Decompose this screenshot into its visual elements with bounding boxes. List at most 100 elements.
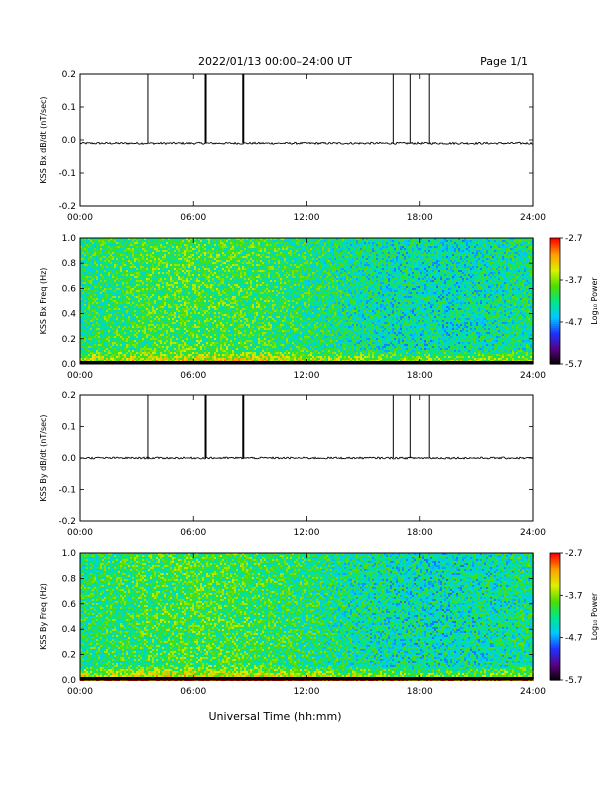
spectrogram-cell bbox=[100, 238, 102, 240]
spectrogram-cell bbox=[430, 238, 432, 240]
spectrogram-cell bbox=[212, 268, 214, 270]
spectrogram-cell bbox=[190, 250, 192, 252]
spectrogram-cell bbox=[428, 264, 430, 266]
spectrogram-cell bbox=[190, 272, 192, 274]
spectrogram-cell bbox=[82, 278, 84, 280]
spectrogram-cell bbox=[292, 242, 294, 244]
spectrogram-cell bbox=[264, 264, 266, 266]
spectrogram-cell bbox=[248, 258, 250, 260]
spectrogram-cell bbox=[206, 268, 208, 270]
spectrogram-cell bbox=[110, 264, 112, 266]
spectrogram-cell bbox=[164, 262, 166, 264]
spectrogram-cell bbox=[120, 254, 122, 256]
spectrogram-cell bbox=[104, 268, 106, 270]
spectrogram-cell bbox=[400, 256, 402, 258]
spectrogram-cell bbox=[162, 254, 164, 256]
spectrogram-cell bbox=[354, 240, 356, 242]
spectrogram-cell bbox=[96, 270, 98, 272]
spectrogram-cell bbox=[452, 252, 454, 254]
spectrogram-cell bbox=[522, 248, 524, 250]
spectrogram-cell bbox=[204, 240, 206, 242]
spectrogram-cell bbox=[394, 258, 396, 260]
spectrogram-cell bbox=[248, 274, 250, 276]
spectrogram-cell bbox=[258, 278, 260, 280]
spectrogram-cell bbox=[524, 270, 526, 272]
spectrogram-cell bbox=[268, 254, 270, 256]
spectrogram-cell bbox=[308, 274, 310, 276]
spectrogram-cell bbox=[132, 262, 134, 264]
spectrogram-cell bbox=[526, 270, 528, 272]
spectrogram-cell bbox=[118, 242, 120, 244]
spectrogram-cell bbox=[486, 254, 488, 256]
spectrogram-cell bbox=[112, 266, 114, 268]
spectrogram-cell bbox=[194, 280, 196, 282]
spectrogram-cell bbox=[326, 266, 328, 268]
spectrogram-cell bbox=[488, 238, 490, 240]
spectrogram-cell bbox=[100, 254, 102, 256]
spectrogram-cell bbox=[120, 274, 122, 276]
spectrogram-cell bbox=[234, 272, 236, 274]
spectrogram-cell bbox=[142, 258, 144, 260]
spectrogram-cell bbox=[166, 280, 168, 282]
spectrogram-cell bbox=[518, 274, 520, 276]
spectrogram-cell bbox=[336, 244, 338, 246]
spectrogram-cell bbox=[288, 258, 290, 260]
spectrogram-cell bbox=[230, 280, 232, 282]
spectrogram-cell bbox=[350, 258, 352, 260]
spectrogram-cell bbox=[128, 268, 130, 270]
spectrogram-cell bbox=[140, 258, 142, 260]
spectrogram-cell bbox=[242, 246, 244, 248]
spectrogram-cell bbox=[208, 252, 210, 254]
spectrogram-cell bbox=[380, 256, 382, 258]
spectrogram-cell bbox=[94, 266, 96, 268]
spectrogram-cell bbox=[290, 240, 292, 242]
spectrogram-cell bbox=[212, 256, 214, 258]
spectrogram-cell bbox=[282, 258, 284, 260]
spectrogram-cell bbox=[134, 254, 136, 256]
spectrogram-cell bbox=[246, 270, 248, 272]
spectrogram-cell bbox=[360, 252, 362, 254]
spectrogram-cell bbox=[280, 260, 282, 262]
spectrogram-cell bbox=[470, 266, 472, 268]
spectrogram-cell bbox=[284, 240, 286, 242]
spectrogram-cell bbox=[156, 278, 158, 280]
spectrogram-cell bbox=[210, 262, 212, 264]
spectrogram-cell bbox=[508, 268, 510, 270]
y-tick-label: 0.2 bbox=[62, 70, 76, 80]
spectrogram-cell bbox=[262, 246, 264, 248]
spectrogram-cell bbox=[302, 254, 304, 256]
spectrogram-cell bbox=[94, 268, 96, 270]
spectrogram-cell bbox=[168, 244, 170, 246]
spectrogram-cell bbox=[374, 270, 376, 272]
spectrogram-cell bbox=[290, 250, 292, 252]
spectrogram-cell bbox=[496, 244, 498, 246]
spectrogram-cell bbox=[288, 254, 290, 256]
spectrogram-cell bbox=[298, 254, 300, 256]
spectrogram-cell bbox=[406, 252, 408, 254]
spectrogram-cell bbox=[332, 256, 334, 258]
spectrogram-cell bbox=[276, 262, 278, 264]
spectrogram-cell bbox=[314, 240, 316, 242]
spectrogram-cell bbox=[324, 268, 326, 270]
spectrogram-cell bbox=[120, 244, 122, 246]
spectrogram-cell bbox=[350, 256, 352, 258]
spectrogram-cell bbox=[510, 258, 512, 260]
spectrogram-cell bbox=[264, 270, 266, 272]
spectrogram-cell bbox=[440, 274, 442, 276]
spectrogram-cell bbox=[426, 264, 428, 266]
spectrogram-cell bbox=[328, 276, 330, 278]
spectrogram-cell bbox=[190, 260, 192, 262]
spectrogram-cell bbox=[224, 276, 226, 278]
spectrogram-cell bbox=[246, 262, 248, 264]
spectrogram-cell bbox=[220, 240, 222, 242]
page-title: 2022/01/13 00:00–24:00 UT bbox=[198, 55, 352, 68]
spectrogram-cell bbox=[460, 260, 462, 262]
spectrogram-cell bbox=[236, 260, 238, 262]
spectrogram-cell bbox=[420, 270, 422, 272]
spectrogram-cell bbox=[430, 258, 432, 260]
spectrogram-cell bbox=[336, 272, 338, 274]
spectrogram-cell bbox=[486, 242, 488, 244]
spectrogram-cell bbox=[522, 274, 524, 276]
spectrogram-cell bbox=[374, 274, 376, 276]
